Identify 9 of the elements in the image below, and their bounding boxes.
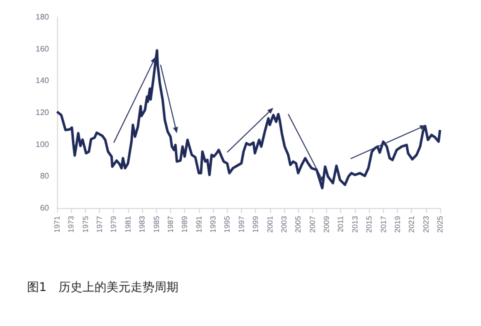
y-tick-label: 100	[36, 140, 50, 149]
y-tick-label: 180	[36, 12, 50, 22]
y-tick-label: 160	[36, 44, 50, 54]
y-tick-label: 120	[36, 108, 50, 117]
y-tick-label: 140	[36, 76, 50, 86]
text: 图1 历史上的美元走势周期	[27, 280, 179, 294]
y-tick-label: 80	[40, 172, 50, 181]
y-tick-label: 60	[40, 204, 50, 212]
line-series	[56, 49, 442, 190]
